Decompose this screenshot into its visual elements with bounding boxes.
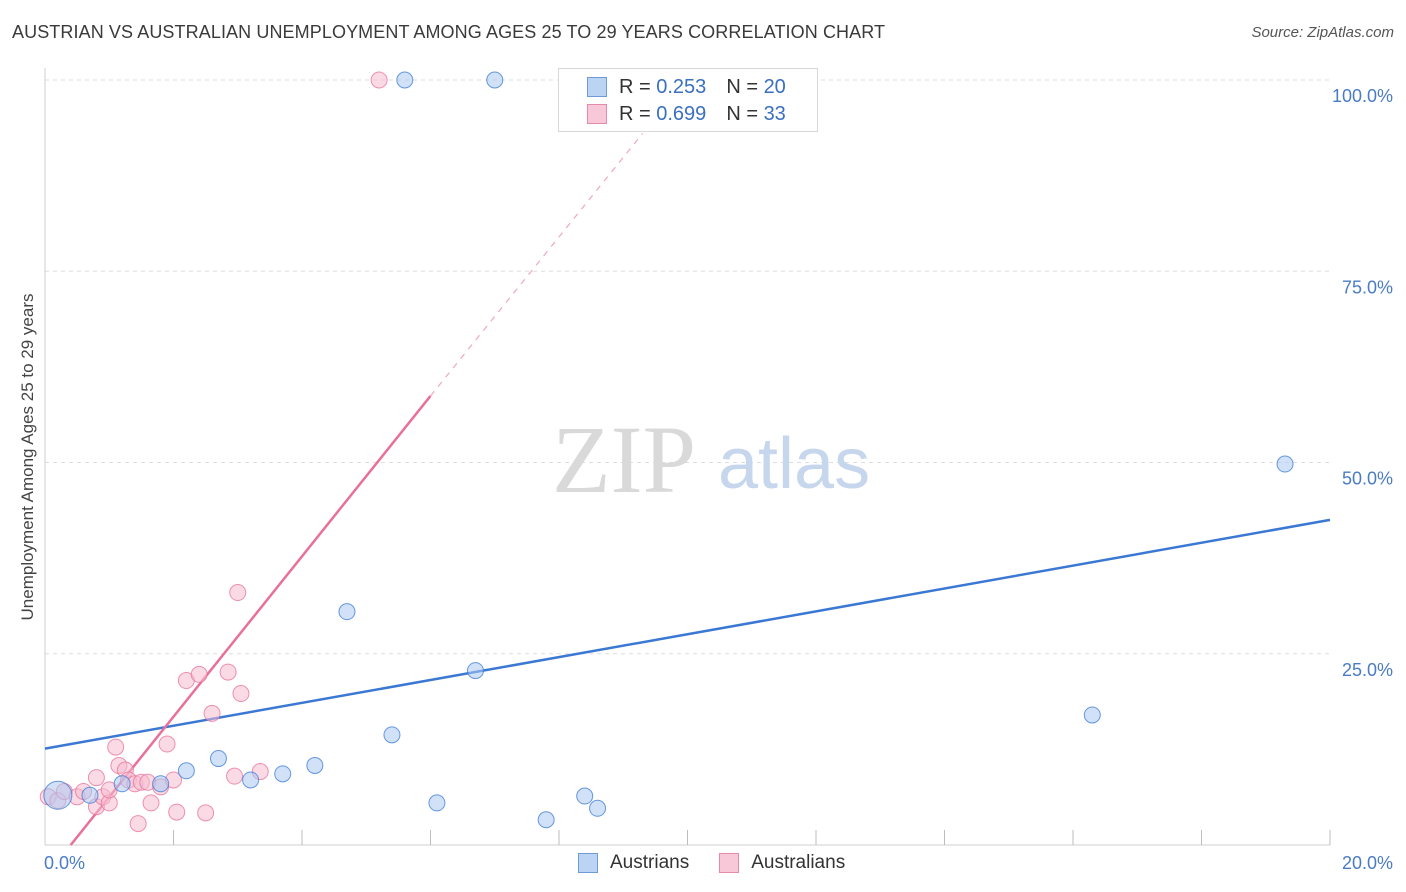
australians-legend-label: Australians bbox=[751, 852, 846, 873]
austrians-point bbox=[177, 762, 195, 780]
austrians-point bbox=[242, 771, 260, 789]
grid bbox=[45, 79, 1330, 655]
australians-n-value: 33 bbox=[763, 102, 786, 125]
australians-point bbox=[142, 794, 160, 812]
austrians-swatch bbox=[587, 77, 607, 97]
austrians-point bbox=[338, 603, 356, 621]
legend-item-australians[interactable]: Australians bbox=[719, 852, 845, 874]
axes bbox=[44, 68, 1331, 846]
y-tick-label-2: 75.0% bbox=[1342, 277, 1393, 297]
austrians-point bbox=[576, 787, 594, 805]
australians-point bbox=[203, 704, 221, 722]
australians-point bbox=[129, 815, 147, 833]
australians-point bbox=[168, 803, 186, 821]
x-tick-label-1: 20.0% bbox=[1342, 853, 1393, 873]
austrians-point bbox=[589, 799, 607, 817]
austrians-point bbox=[81, 786, 99, 804]
australians-point bbox=[226, 767, 244, 785]
austrians-legend-swatch bbox=[578, 853, 598, 873]
austrians-r-label: R = bbox=[619, 75, 651, 98]
austrians-n-label: N = bbox=[726, 75, 758, 98]
australians-r-label: R = bbox=[619, 102, 651, 125]
watermark: ZIP atlas bbox=[552, 406, 870, 513]
source-label: Source: ZipAtlas.com bbox=[1251, 24, 1394, 41]
australians-point bbox=[87, 769, 105, 787]
australians-point bbox=[219, 663, 237, 681]
australians-legend-swatch bbox=[719, 853, 740, 873]
austrians-point bbox=[209, 750, 227, 768]
australians-n-label: N = bbox=[726, 102, 758, 125]
australians-trend-extension bbox=[430, 133, 643, 397]
tick-labels: 25.0% 50.0% 75.0% 100.0% 0.0% 20.0% bbox=[44, 86, 1393, 873]
austrians-point bbox=[1083, 706, 1101, 724]
austrians-point bbox=[274, 765, 292, 783]
australians-point bbox=[190, 665, 208, 683]
austrians-point bbox=[43, 780, 73, 810]
watermark-atlas: atlas bbox=[718, 424, 870, 504]
y-tick-label-3: 100.0% bbox=[1332, 86, 1393, 106]
austrians-point bbox=[428, 794, 446, 812]
austrians-point bbox=[383, 726, 401, 744]
austrians-point bbox=[486, 71, 504, 89]
australians-point bbox=[158, 735, 176, 753]
austrians-point bbox=[537, 811, 555, 829]
australians-point bbox=[370, 71, 388, 89]
austrians-n-value: 20 bbox=[763, 75, 786, 98]
australians-point bbox=[107, 738, 125, 756]
australians-point bbox=[232, 685, 250, 703]
australians-swatch bbox=[587, 104, 607, 124]
austrians-point bbox=[1276, 455, 1294, 473]
austrians-legend-label: Austrians bbox=[610, 852, 690, 873]
watermark-zip: ZIP bbox=[552, 406, 696, 513]
austrians-point bbox=[306, 756, 324, 774]
austrians-point bbox=[152, 775, 170, 793]
x-tick-label-0: 0.0% bbox=[44, 853, 85, 873]
australians-point bbox=[229, 584, 247, 602]
austrians-trend-line bbox=[44, 518, 1331, 750]
y-tick-label-0: 25.0% bbox=[1342, 660, 1393, 680]
legend-row-austrians: R = 0.253 N = 20 bbox=[587, 75, 786, 99]
series-legend: Austrians Australians bbox=[578, 852, 875, 874]
correlation-legend: R = 0.253 N = 20 R = 0.699 N = 33 bbox=[558, 68, 818, 132]
chart-title: AUSTRIAN VS AUSTRALIAN UNEMPLOYMENT AMON… bbox=[12, 22, 886, 42]
data-points bbox=[39, 71, 1294, 833]
y-tick-label-1: 50.0% bbox=[1342, 469, 1393, 489]
austrians-point bbox=[466, 662, 484, 680]
legend-row-australians: R = 0.699 N = 33 bbox=[587, 102, 786, 126]
austrians-point bbox=[396, 71, 414, 89]
australians-point bbox=[197, 804, 215, 822]
australians-r-value: 0.699 bbox=[656, 102, 707, 125]
austrians-point bbox=[113, 775, 131, 793]
legend-item-austrians[interactable]: Austrians bbox=[578, 852, 689, 874]
austrians-r-value: 0.253 bbox=[656, 75, 707, 98]
